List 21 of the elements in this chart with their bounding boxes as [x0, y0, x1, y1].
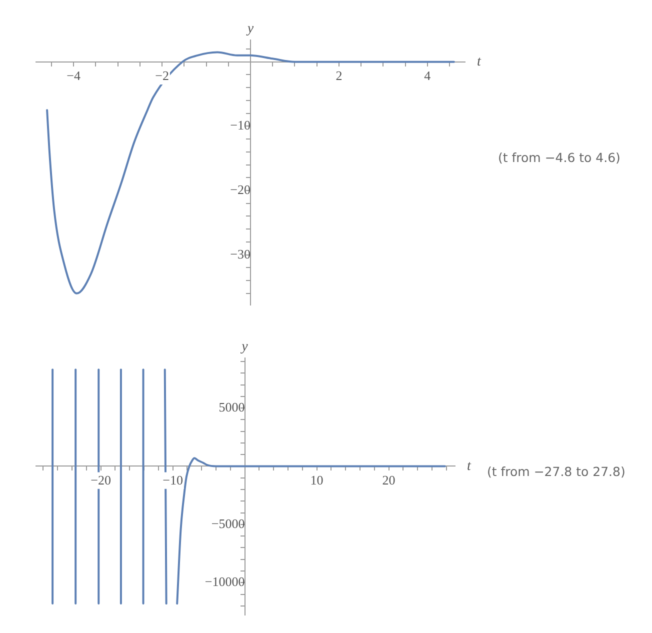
x-tick-label: 2 [336, 68, 342, 84]
line-series [46, 51, 455, 294]
x-tick-label: 10 [310, 472, 324, 488]
y-axis-title: y [240, 340, 249, 355]
y-tick-label: −10 [230, 118, 250, 133]
y-tick-label: −30 [230, 246, 250, 262]
text: (t from −4.6 to 4.6) [498, 150, 620, 165]
x-tick-label: −20 [90, 472, 111, 488]
y-tick-label: 5000 [218, 399, 245, 414]
x-tick-label: 4 [424, 68, 432, 84]
x-axis-title: t [467, 458, 472, 474]
x-tick-label: −4 [66, 68, 81, 84]
text: (t from −27.8 to 27.8) [487, 464, 626, 479]
x-tick-label: 20 [382, 472, 396, 488]
x-tick-label: −10 [162, 472, 183, 488]
y-tick-label: −5000 [211, 516, 245, 531]
x-axis-title: t [477, 54, 482, 70]
y-axis-title: y [245, 22, 254, 37]
x-tick-label: −2 [155, 68, 169, 84]
y-tick-label: −20 [230, 182, 250, 197]
y-tick-label: −10000 [204, 574, 245, 590]
